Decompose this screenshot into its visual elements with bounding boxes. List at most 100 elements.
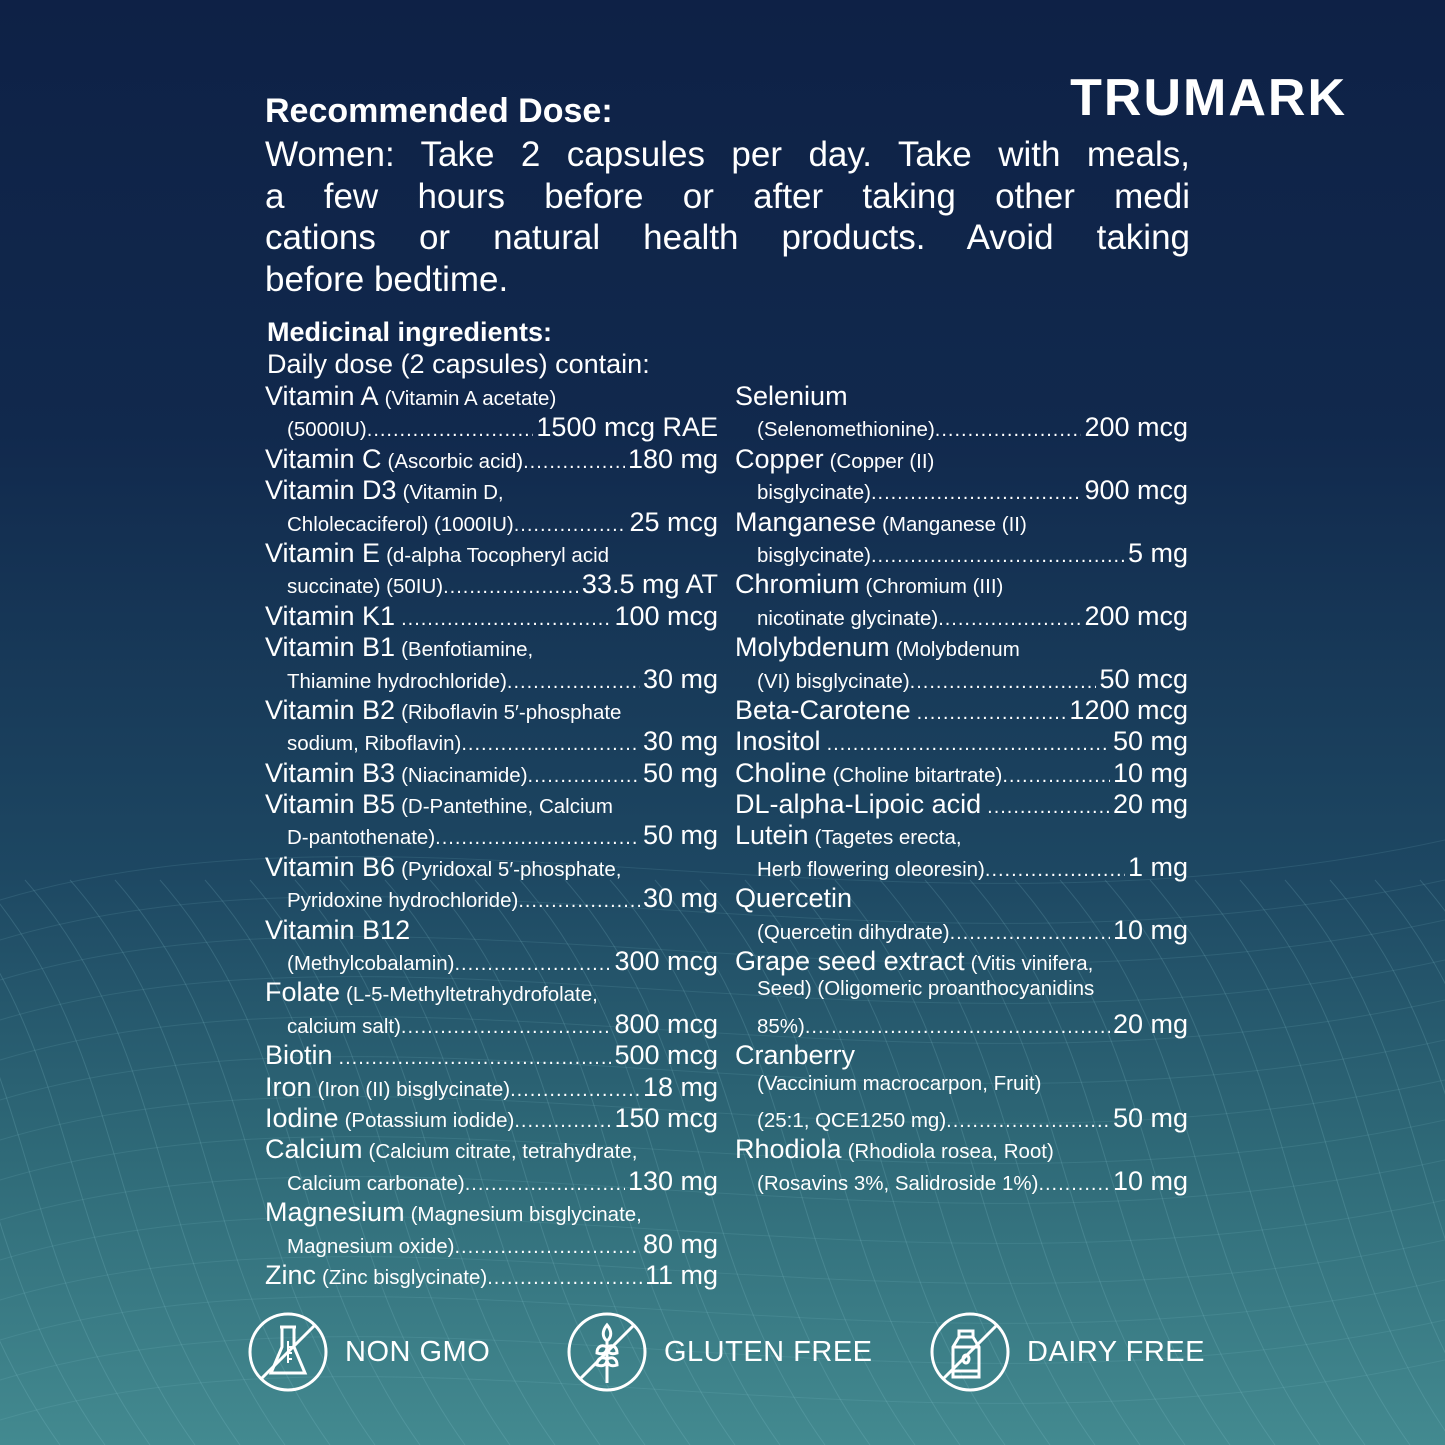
mesh-line: [744, 879, 1006, 1445]
dot-leader: ........................................…: [916, 701, 1067, 724]
ingredients-subtitle: Daily dose (2 capsules) contain:: [267, 349, 650, 379]
dot-leader: ........................................…: [949, 921, 1110, 944]
ingredient-amount: 20 mg: [1112, 1008, 1188, 1039]
dot-leader: ........................................…: [934, 419, 1082, 442]
mesh-line: [0, 1159, 1445, 1221]
mesh-line: [0, 999, 1445, 1061]
ingredient-detail: Herb flowering oleoresin): [757, 857, 985, 881]
mesh-line: [0, 1319, 1445, 1381]
dose-line: before bedtime.: [265, 259, 509, 299]
mesh-line: [0, 959, 1445, 1021]
ingredient-detail: (Selenomethionine): [757, 418, 935, 442]
ingredient-detail: Magnesium oxide): [287, 1234, 455, 1258]
dot-leader: ........................................…: [510, 1078, 640, 1101]
ingredient-row: succinate) (50IU).......................…: [265, 569, 718, 600]
ingredient-row: Quercetin: [735, 883, 1188, 914]
dot-leader: ........................................…: [514, 1109, 612, 1132]
ingredient-name: Vitamin B5: [265, 789, 396, 820]
mesh-line: [0, 919, 1445, 981]
mesh-line: [0, 1221, 106, 1445]
ingredient-amount: 33.5 mg AT: [581, 569, 718, 600]
dot-leader: ........................................…: [487, 1266, 642, 1289]
dot-leader: ........................................…: [518, 890, 640, 913]
dot-leader: ........................................…: [870, 544, 1125, 567]
ingredient-row: Vitamin B2 (Riboflavin 5′-phosphate: [265, 695, 718, 726]
ingredients-left-column: Vitamin A (Vitamin A acetate) (5000IU)....…: [265, 381, 718, 1291]
ingredient-amount: 200 mcg: [1084, 600, 1188, 631]
ingredient-row: Vitamin D3 (Vitamin D,: [265, 475, 718, 506]
ingredient-detail: (Riboflavin 5′-phosphate: [401, 700, 622, 724]
mesh-line: [0, 1359, 1445, 1421]
dose-line: Women: Take 2 capsules per day. Take wit…: [265, 135, 1190, 174]
ingredient-amount: 800 mcg: [614, 1008, 718, 1039]
ingredient-detail: (Vitamin D,: [402, 481, 504, 505]
dose-title: Recommended Dose:: [265, 92, 613, 130]
ingredient-name: Vitamin C: [265, 443, 382, 474]
ingredient-detail: (Benfotiamine,: [401, 638, 534, 662]
ingredient-row: Herb flowering oleoresin)...............…: [735, 852, 1188, 883]
dot-leader: ........................................…: [454, 1235, 640, 1258]
dot-leader: ........................................…: [1038, 1172, 1110, 1195]
ingredient-name: Lutein: [735, 820, 809, 851]
flask-crossed-icon: [248, 1312, 328, 1392]
ingredient-row: Lutein (Tagetes erecta,: [735, 820, 1188, 851]
ingredient-row: Pyridoxine hydrochloride)...............…: [265, 883, 718, 914]
dot-leader: ........................................…: [461, 733, 640, 756]
mesh-line: [294, 879, 556, 1445]
ingredient-detail: (Rosavins 3%, Salidroside 1%): [757, 1171, 1039, 1195]
ingredient-name: Choline: [735, 757, 827, 788]
ingredient-name: Magnesium: [265, 1197, 405, 1228]
ingredient-amount: 130 mg: [627, 1165, 718, 1196]
ingredients-title: Medicinal ingredients:: [267, 317, 553, 347]
ingredient-row: Beta-Carotene...........................…: [735, 695, 1188, 726]
ingredient-detail: (5000IU): [287, 418, 367, 442]
mesh-line: [969, 879, 1231, 1445]
ingredient-name: Vitamin D3: [265, 475, 397, 506]
mesh-line: [474, 879, 736, 1445]
dot-leader: ........................................…: [464, 1172, 625, 1195]
wheat-crossed-icon: [567, 1312, 647, 1392]
dot-leader: ........................................…: [938, 607, 1082, 630]
dot-leader: ........................................…: [400, 1015, 612, 1038]
dot-leader: ........................................…: [946, 1109, 1110, 1132]
ingredient-row: (Rosavins 3%, Salidroside 1%)...........…: [735, 1166, 1188, 1197]
mesh-line: [159, 879, 421, 1445]
ingredient-detail: (Manganese (II): [882, 512, 1027, 536]
ingredient-row: Vitamin B6 (Pyridoxal 5′-phosphate,: [265, 852, 718, 883]
ingredient-amount: 100 mcg: [614, 600, 718, 631]
ingredient-amount: 50 mg: [1112, 1102, 1188, 1133]
mesh-line: [1104, 879, 1366, 1445]
ingredient-amount: 200 mcg: [1084, 412, 1188, 443]
ingredient-row: Zinc (Zinc bisglycinate).................…: [265, 1260, 718, 1291]
dot-leader: ........................................…: [435, 827, 640, 850]
badge-dairy-free: DAIRY FREE: [929, 1311, 1205, 1393]
mesh-line: [924, 879, 1186, 1445]
mesh-line: [0, 839, 1445, 901]
ingredient-amount: 10 mg: [1112, 1165, 1188, 1196]
ingredient-detail: (Chromium (III): [865, 575, 1004, 599]
dot-leader: ........................................…: [443, 576, 579, 599]
mesh-line: [564, 879, 826, 1445]
ingredient-amount: 11 mg: [644, 1259, 718, 1290]
mesh-line: [519, 879, 781, 1445]
ingredient-row: (Vaccinium macrocarpon, Fruit): [735, 1072, 1188, 1103]
ingredient-row: Cranberry: [735, 1040, 1188, 1071]
badge-label: GLUTEN FREE: [664, 1335, 873, 1368]
ingredient-row: Vitamin C(Ascorbic acid)................…: [265, 444, 718, 475]
ingredient-detail: 85%): [757, 1014, 805, 1038]
ingredient-detail: (Niacinamide): [401, 763, 528, 787]
mesh-line: [204, 879, 466, 1445]
ingredient-detail: sodium, Riboflavin): [287, 732, 462, 756]
ingredient-name: DL-alpha-Lipoic acid: [735, 789, 982, 820]
ingredient-amount: 18 mg: [642, 1071, 718, 1102]
ingredient-name: Vitamin B1: [265, 632, 396, 663]
ingredient-detail: (Tagetes erecta,: [814, 826, 962, 850]
ingredient-row: Vitamin B5 (D-Pantethine, Calcium: [265, 789, 718, 820]
ingredient-detail: Pyridoxine hydrochloride): [287, 889, 519, 913]
ingredient-detail: D-pantothenate): [287, 826, 436, 850]
ingredient-row: Inositol................................…: [735, 726, 1188, 757]
badge-label: NON GMO: [345, 1335, 491, 1368]
ingredient-row: Molybdenum (Molybdenum: [735, 632, 1188, 663]
ingredient-amount: 80 mg: [642, 1228, 718, 1259]
